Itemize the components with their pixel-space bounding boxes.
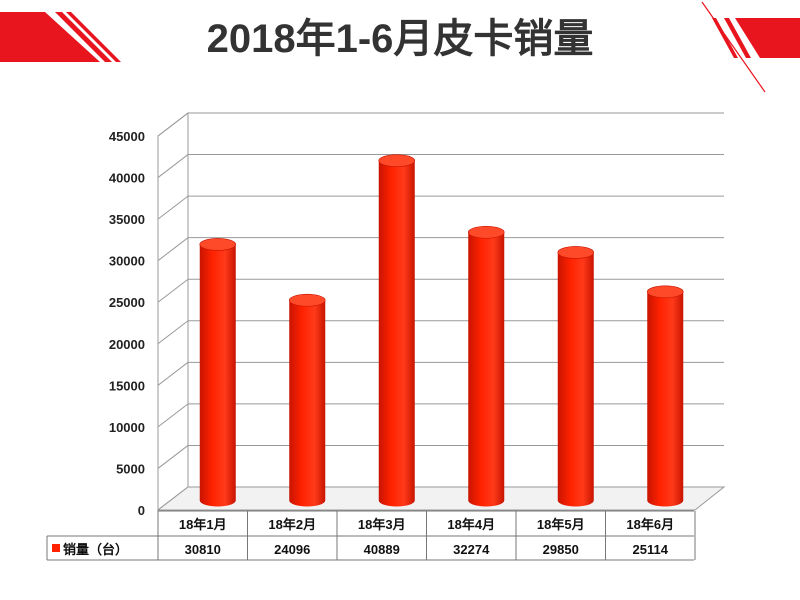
bar-top (199, 238, 237, 251)
y-tick-label: 10000 (109, 420, 145, 435)
x-tick-label: 18年2月 (268, 517, 316, 532)
data-label: 30810 (185, 542, 221, 557)
legend-label: 销量（台） (63, 542, 128, 557)
data-label: 25114 (633, 542, 669, 557)
chart-grid (156, 111, 726, 512)
bar-body (557, 252, 594, 507)
x-tick-label: 18年6月 (626, 517, 674, 532)
y-tick-label: 0 (138, 503, 145, 518)
gridline-depth (157, 195, 189, 220)
y-tick-label: 30000 (109, 254, 145, 269)
x-tick-label: 18年1月 (179, 517, 227, 532)
bar-body (647, 291, 684, 507)
gridline-depth (157, 361, 189, 386)
corner-decoration-right (701, 1, 800, 93)
y-tick-label: 35000 (109, 212, 145, 227)
bar-18年1月 (199, 238, 237, 507)
bar-18年6月 (646, 285, 684, 507)
chart-bars (199, 154, 684, 507)
x-tick-label: 18年3月 (358, 517, 406, 532)
gridline-depth (157, 112, 189, 137)
gridline-depth (157, 403, 189, 428)
gridline-depth (157, 320, 189, 345)
bar-body (199, 244, 236, 507)
gridline-depth (157, 154, 189, 178)
corner-decoration-left (0, 12, 121, 62)
y-tick-label: 25000 (109, 295, 145, 310)
bar-18年4月 (467, 225, 505, 507)
data-label: 40889 (364, 542, 400, 557)
y-tick-label: 45000 (109, 129, 145, 144)
bar-body (289, 300, 326, 507)
page-title: 2018年1-6月皮卡销量 (206, 17, 594, 61)
gridline-depth (157, 237, 189, 262)
bar-18年2月 (288, 293, 326, 507)
bar-top (467, 225, 505, 239)
bar-top (646, 285, 684, 299)
y-tick-label: 15000 (109, 378, 145, 393)
x-tick-label: 18年5月 (537, 517, 585, 532)
bar-body (468, 232, 505, 507)
bar-top (557, 246, 595, 259)
y-tick-label: 20000 (109, 337, 145, 352)
bar-18年5月 (557, 246, 595, 507)
bar-top (288, 293, 326, 307)
bar-body (378, 160, 415, 507)
chart-floor (156, 486, 726, 511)
y-tick-label: 40000 (109, 171, 145, 186)
y-axis: 0 5000 10000 15000 20000 25000 30000 35000 40000… (109, 129, 159, 518)
bar-top (378, 154, 416, 167)
side-wall (157, 111, 189, 512)
data-label: 32274 (453, 542, 490, 557)
data-label: 29850 (543, 542, 579, 557)
legend-swatch (52, 544, 60, 552)
gridline-depth (157, 445, 189, 469)
y-tick-label: 5000 (116, 461, 145, 476)
bar-18年3月 (378, 154, 416, 507)
data-table: 18年1月 30810 18年2月 24096 18年3月 40889 18年4月 32274… (46, 510, 696, 561)
gridline-depth (157, 278, 189, 303)
x-tick-label: 18年4月 (447, 517, 495, 532)
data-label: 24096 (274, 542, 310, 557)
